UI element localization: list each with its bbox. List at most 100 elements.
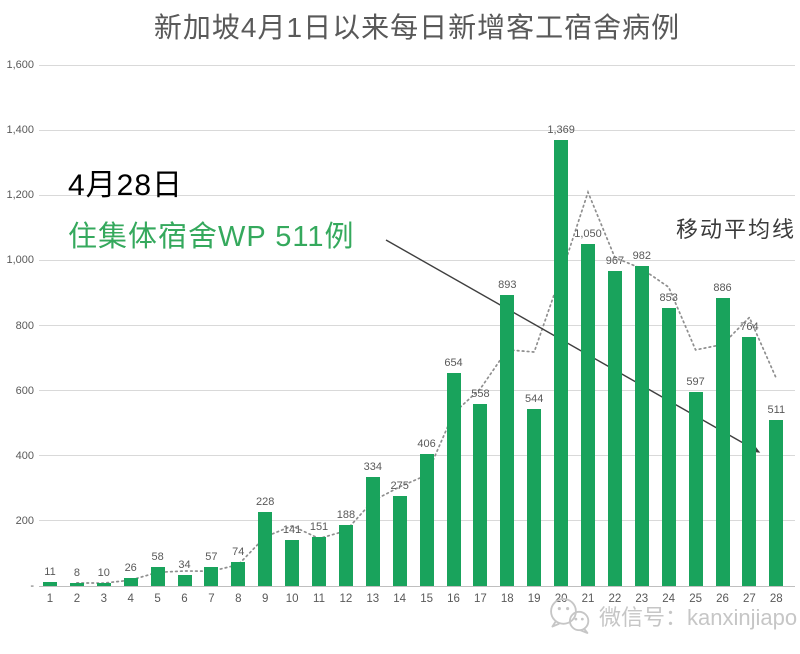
- bar-value-label: 334: [363, 461, 382, 474]
- y-tick-label: 800: [15, 319, 34, 332]
- chart-title: 新加坡4月1日以来每日新增客工宿舍病例: [153, 12, 681, 43]
- bar-day-7: [204, 567, 219, 586]
- watermark-text: 微信号：kanxinjiapo: [599, 604, 798, 630]
- gridlines: [39, 64, 795, 587]
- x-tick-label: 11: [313, 593, 325, 605]
- x-tick-label: 21: [581, 593, 595, 605]
- bar-day-10: [285, 540, 300, 586]
- bar-day-1: [43, 582, 57, 586]
- bar-value-label: 853: [659, 292, 678, 305]
- bar-value-label: 74: [232, 545, 245, 558]
- bar-day-22: [607, 271, 622, 586]
- gridline: [39, 259, 795, 261]
- annotation-callout: 4月28日 住集体宿舍WP 511例: [68, 160, 354, 255]
- y-tick-label: 400: [15, 449, 34, 462]
- watermark: 微信号：kanxinjiapo: [546, 596, 797, 635]
- x-tick-label: 25: [689, 593, 702, 605]
- x-tick-label: 13: [366, 593, 380, 605]
- x-tick-label: 1: [46, 593, 54, 605]
- x-tick-label: 19: [527, 593, 541, 605]
- bar-day-23: [634, 266, 649, 586]
- bar-value-label: 967: [605, 255, 625, 268]
- moving-average-label: 移动平均线: [675, 217, 796, 242]
- gridline: [39, 455, 795, 457]
- x-tick-label: 16: [447, 593, 460, 605]
- bar-day-15: [419, 453, 434, 586]
- bar-day-25: [688, 391, 703, 586]
- bar-day-3: [96, 582, 111, 586]
- x-tick-label: 10: [285, 593, 299, 605]
- plot-area: 11 8 10 26 58 34 57 74 228 141 151 188 334 275 406 654 5…: [39, 64, 795, 587]
- gridline: [39, 64, 795, 66]
- bar-day-18: [500, 295, 515, 586]
- bar-day-14: [392, 496, 407, 586]
- x-tick-label: 8: [235, 593, 242, 605]
- bar-value-label: 57: [205, 551, 218, 564]
- x-tick-label: 3: [100, 593, 107, 605]
- bar-value-label: 10: [97, 566, 110, 579]
- moving-average-line: [76, 189, 778, 584]
- bar-day-6: [177, 574, 192, 586]
- gridline: [39, 194, 795, 196]
- bar-day-9: [258, 511, 273, 586]
- bar-value-label: 228: [256, 495, 275, 508]
- bar-value-label: 511: [767, 403, 786, 416]
- x-tick-label: 15: [420, 593, 433, 605]
- bar-value-label: 141: [282, 524, 302, 537]
- x-tick-label: 14: [393, 593, 407, 605]
- x-axis-line: [39, 585, 795, 587]
- bar-value-label: 597: [686, 375, 705, 388]
- bar-day-13: [365, 477, 380, 586]
- x-tick-label: 5: [154, 593, 161, 605]
- x-tick-label: 4: [127, 593, 134, 605]
- bar-value-label: 558: [471, 388, 490, 401]
- bar-value-label: 188: [336, 508, 356, 521]
- x-tick-label: 28: [769, 593, 783, 605]
- x-tick-label: 26: [716, 593, 729, 605]
- x-tick-label: 2: [73, 593, 81, 605]
- bar-day-5: [150, 567, 165, 586]
- bar-day-17: [473, 404, 488, 586]
- wechat-icon: [550, 598, 590, 634]
- x-tick-label: 7: [208, 593, 215, 605]
- bar-value-label: 982: [632, 250, 651, 263]
- bar-day-24: [661, 308, 676, 586]
- bar-day-26: [715, 297, 730, 586]
- bar-value-label: 34: [178, 558, 191, 571]
- bar-value-label: 8: [73, 567, 80, 580]
- x-tick-label: 9: [261, 593, 269, 605]
- bar-day-4: [123, 577, 138, 586]
- x-tick-label: 17: [473, 593, 487, 605]
- x-tick-label: 6: [181, 593, 188, 605]
- y-tick-label: 1,000: [6, 254, 34, 267]
- y-tick-label: 1,600: [6, 59, 34, 71]
- x-tick-label: 24: [662, 593, 676, 605]
- bar-day-19: [527, 408, 542, 586]
- x-tick-label: 12: [339, 593, 353, 605]
- bar-day-21: [581, 244, 595, 586]
- bar-value-label: 58: [151, 551, 164, 564]
- y-tick-label: 200: [15, 514, 34, 527]
- bar-series: 11 8 10 26 58 34 57 74 228 141 151 188 334 275 406 654 5…: [39, 65, 795, 586]
- y-tick-label: 1,200: [6, 189, 34, 202]
- bar-value-label: 1,369: [547, 124, 575, 137]
- gridline: [39, 520, 795, 522]
- annotation-highlight: 住集体宿舍WP 511例: [68, 221, 355, 253]
- x-tick-label: 27: [742, 593, 756, 605]
- bar-value-label: 764: [740, 321, 759, 334]
- x-tick-label: 22: [608, 593, 622, 605]
- y-tick-label: 1,400: [6, 124, 34, 137]
- bar-value-label: 275: [390, 480, 409, 493]
- y-axis: 1,600 1,400 1,200 1,000 800 600 400 200 -: [0, 59, 34, 592]
- bar-value-label: 654: [444, 357, 463, 370]
- bar-value-label: 151: [309, 520, 329, 533]
- bar-value-label: 11: [44, 566, 56, 579]
- x-tick-label: 18: [500, 593, 514, 605]
- bar-value-label: 886: [713, 281, 732, 294]
- gridline: [39, 129, 795, 131]
- gridline: [39, 325, 795, 326]
- bar-day-16: [446, 373, 461, 586]
- bar-value-label: 26: [124, 561, 137, 574]
- gridline: [39, 390, 795, 392]
